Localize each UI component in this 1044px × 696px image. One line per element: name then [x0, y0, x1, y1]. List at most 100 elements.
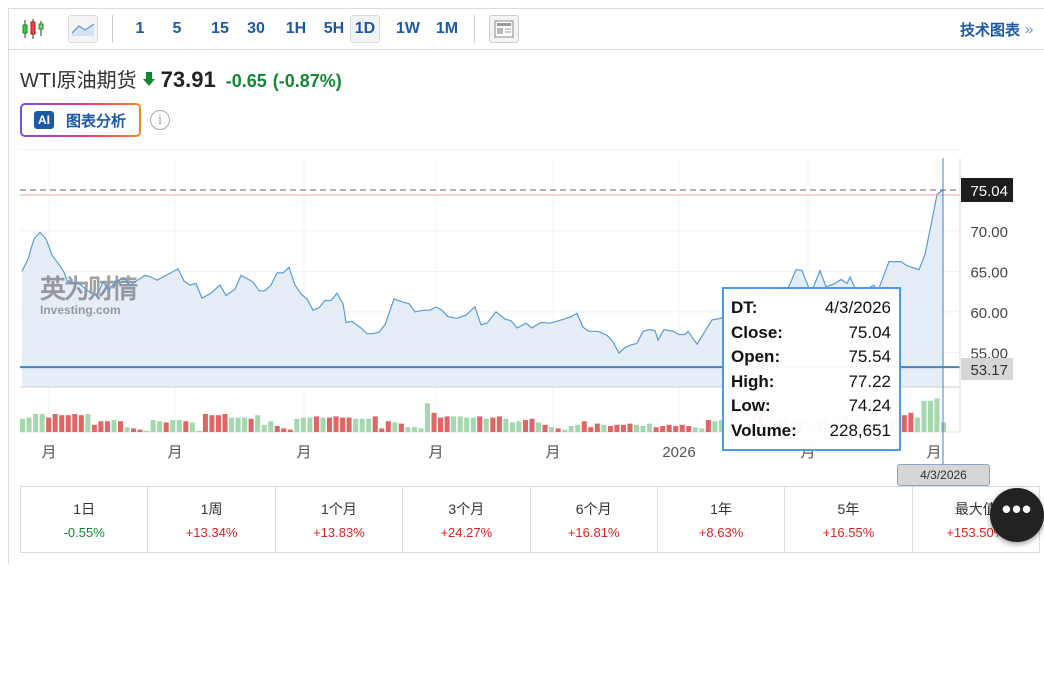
volume-bar [20, 418, 26, 432]
volume-bar [908, 412, 914, 432]
y-tick-label: 60.00 [970, 305, 1008, 322]
chart-tooltip: DT: 4/3/2026 Close: 75.04 Open: 75.54 High: 77.… [722, 287, 901, 451]
x-tick-label: 月 [167, 444, 182, 461]
candlestick-icon[interactable] [18, 15, 48, 43]
x-tick-label: 月 [545, 444, 560, 461]
x-tick-label: 2026 [662, 444, 695, 461]
volume-bar [242, 417, 248, 432]
performance-cell[interactable]: 最大值 +153.50% [913, 487, 1039, 552]
volume-bar [901, 415, 907, 432]
volume-bar [229, 417, 235, 432]
interval-30[interactable]: 30 [247, 20, 265, 37]
performance-cell[interactable]: 1年 +8.63% [658, 487, 786, 552]
volume-bar [601, 424, 607, 432]
volume-bar [941, 422, 947, 432]
volume-bar [398, 423, 404, 432]
volume-bar [281, 428, 287, 432]
last-price-badge-text: 75.04 [970, 183, 1008, 200]
performance-cell[interactable]: 1周 +13.34% [148, 487, 276, 552]
performance-cell[interactable]: 1个月 +13.83% [276, 487, 404, 552]
volume-bar [647, 423, 653, 432]
period-change: +16.81% [567, 525, 620, 540]
crosshair-date-label: 4/3/2026 [897, 464, 990, 486]
interval-1m[interactable]: 1M [435, 20, 459, 37]
x-tick-label: 月 [428, 444, 443, 461]
volume-bar [359, 418, 365, 432]
reference-price-badge-text: 53.17 [970, 362, 1008, 379]
more-label: ••• [1001, 493, 1033, 524]
tooltip-label: Low: [731, 396, 771, 416]
volume-bar [542, 424, 548, 432]
volume-bar [568, 426, 574, 432]
volume-bar [653, 427, 659, 432]
volume-bar [85, 414, 91, 432]
volume-bar [470, 417, 476, 432]
performance-cell[interactable]: 1日 -0.55% [21, 487, 149, 552]
interval-5[interactable]: 5 [172, 20, 182, 37]
volume-bar [294, 418, 300, 432]
volume-bar [522, 420, 528, 432]
reference-price-badge [961, 358, 1013, 380]
interval-1d[interactable]: 1D [350, 15, 380, 43]
volume-bar [627, 423, 633, 432]
volume-bar [255, 415, 261, 432]
volume-bar [477, 416, 483, 432]
price-chart[interactable]: 英为财情Investing.com55.0060.0065.0070.00月月月… [0, 0, 1044, 490]
volume-bar [438, 417, 444, 432]
last-price: 73.91 [160, 67, 216, 92]
volume-bar [346, 417, 352, 432]
volume-bar [65, 415, 71, 432]
volume-bar [575, 424, 581, 432]
ai-chart-analysis-button[interactable]: AI 图表分析 [20, 103, 141, 137]
period-label: 3个月 [448, 501, 485, 517]
volume-bar [104, 421, 110, 432]
technical-chart-link[interactable]: 技术图表 » [960, 15, 1044, 43]
more-options-button[interactable]: ••• [990, 488, 1044, 542]
volume-bar [718, 420, 724, 432]
area-chart-icon[interactable] [68, 15, 98, 43]
volume-bar [274, 426, 280, 432]
volume-bar [921, 400, 927, 432]
volume-bar [196, 430, 202, 432]
period-label: 1个月 [321, 501, 357, 517]
info-icon[interactable]: i [150, 110, 170, 130]
volume-bar [137, 429, 143, 432]
volume-bar [509, 422, 515, 432]
interval-1h[interactable]: 1H [285, 20, 307, 37]
volume-bar [287, 429, 293, 432]
interval-1w[interactable]: 1W [396, 20, 420, 37]
chart-toolbar: 1 5 15 30 1H 5H 1D 1W 1M 技术图表 » [8, 8, 1044, 50]
volume-bar [424, 403, 431, 432]
interval-15[interactable]: 15 [211, 20, 229, 37]
period-change: +153.50% [946, 525, 1006, 540]
volume-bar [183, 421, 189, 432]
volume-bar [712, 421, 718, 432]
y-tick-label: 70.00 [970, 224, 1008, 241]
volume-bar [457, 416, 463, 432]
interval-1[interactable]: 1 [135, 20, 145, 37]
tooltip-label: DT: [731, 298, 758, 317]
volume-bar [464, 417, 470, 432]
tooltip-label: High: [731, 371, 775, 391]
volume-bar [536, 422, 542, 432]
volume-bar [39, 414, 45, 432]
x-tick-label: 月 [41, 444, 56, 461]
volume-bar [431, 412, 437, 432]
volume-bar [673, 426, 679, 432]
period-change: +16.55% [822, 525, 875, 540]
volume-bar [215, 415, 221, 432]
performance-cell[interactable]: 6个月 +16.81% [531, 487, 658, 552]
x-tick-label: 月 [296, 444, 311, 461]
performance-table: 1日 -0.55% 1周 +13.34% 1个月 +13.83% 3个月 +24.27% 6个月… [20, 486, 1040, 553]
period-change: +13.83% [313, 525, 365, 540]
volume-bar [98, 421, 104, 432]
volume-bar [411, 427, 417, 432]
volume-bar [333, 416, 339, 432]
performance-cell[interactable]: 5年 +16.55% [785, 487, 913, 552]
performance-cell[interactable]: 3个月 +24.27% [403, 487, 531, 552]
volume-bar [392, 422, 398, 432]
tooltip-row: Open: 75.54 [731, 345, 891, 370]
news-layout-icon[interactable] [489, 15, 519, 43]
interval-5h[interactable]: 5H [323, 20, 345, 37]
